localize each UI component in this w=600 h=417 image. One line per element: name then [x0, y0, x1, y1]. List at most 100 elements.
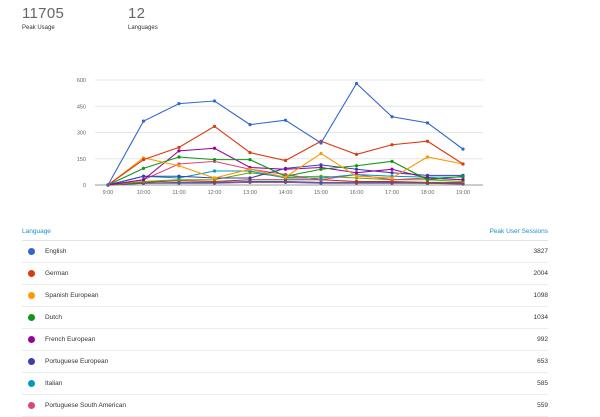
table-row[interactable]: French European 992	[22, 329, 548, 351]
data-point	[425, 178, 430, 182]
data-point	[319, 176, 323, 180]
x-tick-label: 13:00	[243, 190, 257, 196]
language-table: Language Peak User Sessions English 3827 G…	[22, 222, 548, 417]
session-count: 653	[537, 358, 548, 365]
data-point	[283, 167, 288, 171]
data-point	[461, 174, 465, 178]
data-point	[354, 174, 359, 178]
data-point	[425, 121, 430, 125]
data-point	[141, 119, 146, 123]
data-point	[390, 176, 394, 180]
data-point	[425, 173, 430, 177]
table-row[interactable]: Italian 585	[22, 373, 548, 395]
x-tick-label: 12:00	[208, 190, 222, 196]
legend-dot	[28, 248, 35, 255]
data-point	[141, 158, 146, 162]
language-name: Portuguese South American	[45, 402, 126, 409]
data-point	[212, 158, 217, 162]
language-name: English	[45, 248, 67, 255]
data-point	[354, 164, 359, 168]
x-tick-label: 15:00	[314, 190, 328, 196]
data-point	[248, 176, 252, 180]
session-count: 1098	[533, 292, 548, 299]
legend-dot	[28, 402, 35, 409]
data-point	[319, 163, 323, 167]
data-point	[461, 178, 465, 182]
session-count: 992	[537, 336, 548, 343]
legend-dot	[28, 336, 35, 343]
data-point	[177, 149, 181, 153]
y-tick-label: 0	[83, 183, 86, 189]
session-count: 3827	[533, 248, 548, 255]
table-header: Language Peak User Sessions	[22, 222, 548, 241]
peak-usage-stat: 11705 Peak Usage	[22, 6, 64, 31]
data-point	[390, 143, 394, 147]
peak-usage-label: Peak Usage	[22, 25, 55, 31]
y-tick-label: 450	[77, 104, 86, 110]
data-point	[177, 155, 181, 159]
language-name: Spanish European	[45, 292, 99, 299]
session-count: 2004	[533, 270, 548, 277]
table-row[interactable]: German 2004	[22, 263, 548, 285]
data-point	[390, 115, 394, 119]
data-point	[354, 171, 359, 175]
data-point	[248, 158, 252, 162]
x-tick-label: 11:00	[172, 190, 185, 196]
language-name: Portuguese European	[45, 358, 109, 365]
data-point	[461, 162, 465, 166]
data-point	[177, 102, 181, 106]
y-tick-label: 150	[77, 157, 86, 163]
data-point	[212, 169, 217, 173]
usage-line-chart: 0 150 300 450 600 9:00 10:00 11:00 12:00 13:00 14:…	[77, 78, 483, 196]
chart-svg: 0 150 300 450 600 9:00 10:00 11:00 12:00 13:00 14:…	[77, 78, 483, 196]
data-point	[390, 167, 394, 171]
data-point	[141, 178, 146, 182]
column-header-sessions[interactable]: Peak User Sessions	[489, 227, 548, 235]
x-tick-label: 18:00	[421, 190, 435, 196]
table-row[interactable]: Dutch 1034	[22, 307, 548, 329]
data-point	[390, 159, 394, 163]
data-point	[106, 183, 110, 187]
legend-dot	[28, 314, 35, 321]
data-point	[141, 166, 146, 170]
data-point	[425, 155, 430, 159]
x-tick-label: 14:00	[279, 190, 293, 196]
legend-dot	[28, 358, 35, 365]
data-point	[283, 118, 288, 122]
data-point	[212, 176, 217, 180]
data-point	[177, 145, 181, 149]
data-point	[354, 81, 359, 86]
data-point	[177, 174, 181, 178]
data-point	[248, 123, 252, 127]
legend-dot	[28, 270, 35, 277]
table-row[interactable]: Portuguese European 653	[22, 351, 548, 373]
data-point	[177, 164, 181, 168]
column-header-language[interactable]: Language	[22, 227, 51, 235]
legend-dot	[28, 292, 35, 299]
data-point	[248, 167, 252, 171]
data-point	[425, 139, 430, 143]
x-tick-label: 17:00	[385, 190, 399, 196]
language-name: German	[45, 270, 69, 277]
languages-value: 12	[128, 5, 146, 22]
data-point	[319, 180, 323, 184]
table-row[interactable]: English 3827	[22, 241, 548, 263]
x-tick-label: 9:00	[103, 190, 114, 196]
language-name: Italian	[45, 380, 63, 387]
languages-label: Languages	[128, 25, 158, 31]
table-row[interactable]: Portuguese South American 559	[22, 395, 548, 417]
data-point	[212, 99, 217, 103]
data-point	[283, 158, 288, 163]
languages-stat: 12 Languages	[128, 6, 158, 31]
data-point	[319, 151, 323, 156]
data-point	[425, 180, 430, 184]
data-point	[354, 152, 359, 156]
table-row[interactable]: Spanish European 1098	[22, 285, 548, 307]
data-point	[212, 124, 217, 128]
x-tick-label: 19:00	[456, 190, 470, 196]
data-point	[319, 141, 323, 145]
legend-dot	[28, 380, 35, 387]
session-count: 559	[537, 402, 548, 409]
language-name: Dutch	[45, 314, 62, 321]
y-tick-label: 300	[77, 131, 86, 137]
